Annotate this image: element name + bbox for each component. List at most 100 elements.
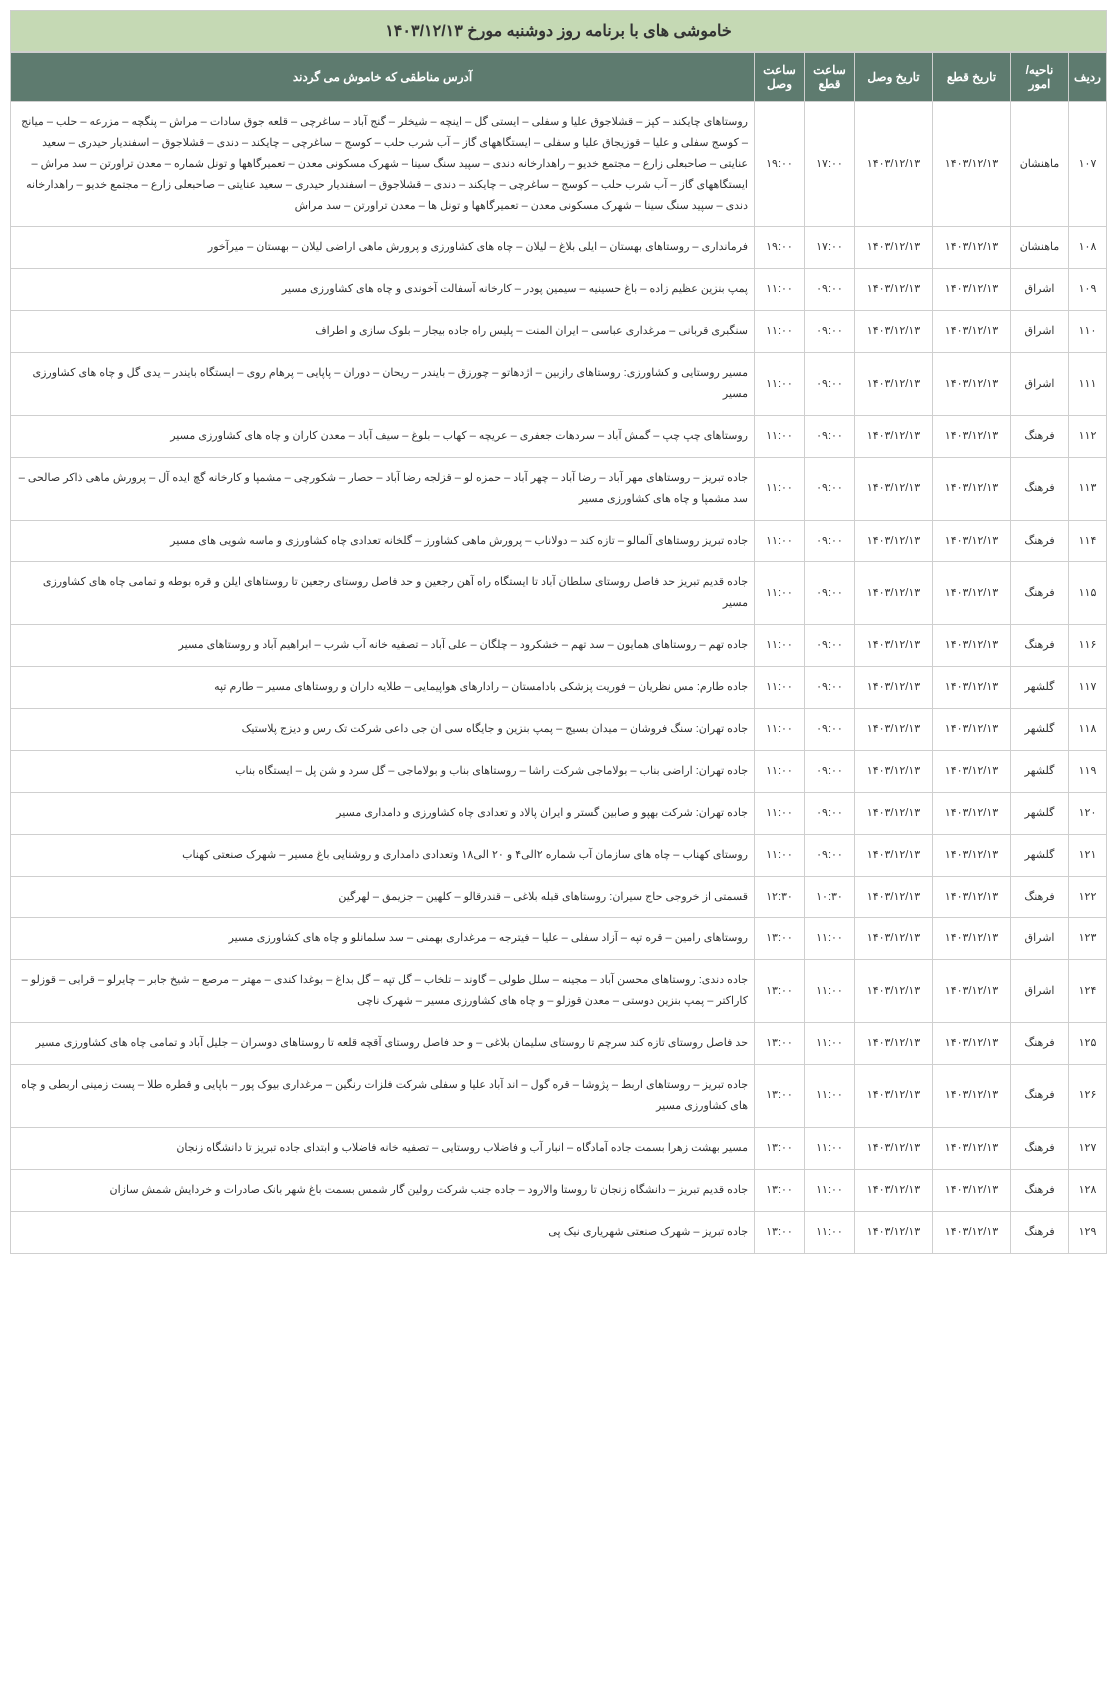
cell-address: سنگبری قربانی – مرغداری عباسی – ایران ال…	[11, 311, 755, 353]
cell-row: ۱۱۹	[1069, 750, 1107, 792]
table-row: ۱۲۸فرهنگ۱۴۰۳/۱۲/۱۳۱۴۰۳/۱۲/۱۳۱۱:۰۰۱۳:۰۰جا…	[11, 1169, 1107, 1211]
cell-conn-time: ۱۱:۰۰	[755, 269, 805, 311]
cell-region: فرهنگ	[1011, 1023, 1069, 1065]
cell-cut-time: ۰۹:۰۰	[805, 709, 855, 751]
cell-address: مسیر بهشت زهرا بسمت جاده آمادگاه – انبار…	[11, 1127, 755, 1169]
cell-region: گلشهر	[1011, 667, 1069, 709]
table-row: ۱۱۵فرهنگ۱۴۰۳/۱۲/۱۳۱۴۰۳/۱۲/۱۳۰۹:۰۰۱۱:۰۰جا…	[11, 562, 1107, 625]
cell-address: قسمتی از خروجی حاج سیران: روستاهای قبله …	[11, 876, 755, 918]
table-row: ۱۲۳اشراق۱۴۰۳/۱۲/۱۳۱۴۰۳/۱۲/۱۳۱۱:۰۰۱۳:۰۰رو…	[11, 918, 1107, 960]
cell-cut-time: ۰۹:۰۰	[805, 520, 855, 562]
col-conn-date: تاریخ وصل	[855, 53, 933, 102]
table-row: ۱۱۱اشراق۱۴۰۳/۱۲/۱۳۱۴۰۳/۱۲/۱۳۰۹:۰۰۱۱:۰۰مس…	[11, 353, 1107, 416]
cell-row: ۱۱۱	[1069, 353, 1107, 416]
cell-row: ۱۰۷	[1069, 102, 1107, 227]
cell-region: فرهنگ	[1011, 1127, 1069, 1169]
cell-conn-time: ۱۱:۰۰	[755, 792, 805, 834]
cell-conn-time: ۱۹:۰۰	[755, 227, 805, 269]
cell-region: گلشهر	[1011, 709, 1069, 751]
cell-cut-date: ۱۴۰۳/۱۲/۱۳	[933, 709, 1011, 751]
cell-conn-time: ۱۳:۰۰	[755, 960, 805, 1023]
cell-region: ماهنشان	[1011, 102, 1069, 227]
cell-cut-time: ۰۹:۰۰	[805, 457, 855, 520]
cell-cut-time: ۰۹:۰۰	[805, 625, 855, 667]
cell-row: ۱۱۶	[1069, 625, 1107, 667]
cell-row: ۱۰۹	[1069, 269, 1107, 311]
cell-cut-time: ۱۷:۰۰	[805, 102, 855, 227]
cell-cut-time: ۱۱:۰۰	[805, 1169, 855, 1211]
cell-conn-time: ۱۱:۰۰	[755, 353, 805, 416]
cell-conn-time: ۱۳:۰۰	[755, 1211, 805, 1253]
cell-row: ۱۲۴	[1069, 960, 1107, 1023]
cell-cut-time: ۱۰:۳۰	[805, 876, 855, 918]
cell-address: جاده تهران: سنگ فروشان – میدان بسیج – پم…	[11, 709, 755, 751]
cell-conn-time: ۱۱:۰۰	[755, 709, 805, 751]
cell-cut-date: ۱۴۰۳/۱۲/۱۳	[933, 269, 1011, 311]
table-row: ۱۲۵فرهنگ۱۴۰۳/۱۲/۱۳۱۴۰۳/۱۲/۱۳۱۱:۰۰۱۳:۰۰حد…	[11, 1023, 1107, 1065]
table-row: ۱۱۳فرهنگ۱۴۰۳/۱۲/۱۳۱۴۰۳/۱۲/۱۳۰۹:۰۰۱۱:۰۰جا…	[11, 457, 1107, 520]
cell-cut-date: ۱۴۰۳/۱۲/۱۳	[933, 625, 1011, 667]
cell-cut-time: ۰۹:۰۰	[805, 667, 855, 709]
cell-row: ۱۱۴	[1069, 520, 1107, 562]
cell-conn-date: ۱۴۰۳/۱۲/۱۳	[855, 562, 933, 625]
cell-cut-time: ۰۹:۰۰	[805, 562, 855, 625]
cell-address: جاده تهم – روستاهای همایون – سد تهم – خش…	[11, 625, 755, 667]
table-row: ۱۱۲فرهنگ۱۴۰۳/۱۲/۱۳۱۴۰۳/۱۲/۱۳۰۹:۰۰۱۱:۰۰رو…	[11, 415, 1107, 457]
table-row: ۱۱۶فرهنگ۱۴۰۳/۱۲/۱۳۱۴۰۳/۱۲/۱۳۰۹:۰۰۱۱:۰۰جا…	[11, 625, 1107, 667]
cell-conn-time: ۱۱:۰۰	[755, 311, 805, 353]
cell-cut-date: ۱۴۰۳/۱۲/۱۳	[933, 918, 1011, 960]
table-row: ۱۱۸گلشهر۱۴۰۳/۱۲/۱۳۱۴۰۳/۱۲/۱۳۰۹:۰۰۱۱:۰۰جا…	[11, 709, 1107, 751]
cell-conn-date: ۱۴۰۳/۱۲/۱۳	[855, 1169, 933, 1211]
cell-region: گلشهر	[1011, 792, 1069, 834]
cell-address: روستاهای چپ چپ – گمش آباد – سردهات جعفری…	[11, 415, 755, 457]
cell-cut-time: ۱۷:۰۰	[805, 227, 855, 269]
cell-address: روستاهای چایکند – کپز – قشلاجوق علیا و س…	[11, 102, 755, 227]
cell-address: روستاهای رامین – قره تپه – آزاد سفلی – ع…	[11, 918, 755, 960]
cell-conn-date: ۱۴۰۳/۱۲/۱۳	[855, 750, 933, 792]
table-row: ۱۱۰اشراق۱۴۰۳/۱۲/۱۳۱۴۰۳/۱۲/۱۳۰۹:۰۰۱۱:۰۰سن…	[11, 311, 1107, 353]
cell-cut-date: ۱۴۰۳/۱۲/۱۳	[933, 353, 1011, 416]
cell-cut-date: ۱۴۰۳/۱۲/۱۳	[933, 1127, 1011, 1169]
cell-address: مسیر روستایی و کشاورزی: روستاهای رازبین …	[11, 353, 755, 416]
cell-conn-date: ۱۴۰۳/۱۲/۱۳	[855, 353, 933, 416]
cell-cut-time: ۰۹:۰۰	[805, 353, 855, 416]
cell-cut-time: ۱۱:۰۰	[805, 918, 855, 960]
cell-region: ماهنشان	[1011, 227, 1069, 269]
cell-conn-date: ۱۴۰۳/۱۲/۱۳	[855, 269, 933, 311]
cell-cut-date: ۱۴۰۳/۱۲/۱۳	[933, 562, 1011, 625]
cell-conn-date: ۱۴۰۳/۱۲/۱۳	[855, 625, 933, 667]
table-row: ۱۱۴فرهنگ۱۴۰۳/۱۲/۱۳۱۴۰۳/۱۲/۱۳۰۹:۰۰۱۱:۰۰جا…	[11, 520, 1107, 562]
cell-region: فرهنگ	[1011, 1169, 1069, 1211]
cell-cut-time: ۱۱:۰۰	[805, 1211, 855, 1253]
table-row: ۱۰۸ماهنشان۱۴۰۳/۱۲/۱۳۱۴۰۳/۱۲/۱۳۱۷:۰۰۱۹:۰۰…	[11, 227, 1107, 269]
cell-row: ۱۲۷	[1069, 1127, 1107, 1169]
cell-region: فرهنگ	[1011, 520, 1069, 562]
cell-conn-date: ۱۴۰۳/۱۲/۱۳	[855, 834, 933, 876]
cell-conn-time: ۱۹:۰۰	[755, 102, 805, 227]
cell-cut-date: ۱۴۰۳/۱۲/۱۳	[933, 102, 1011, 227]
cell-conn-date: ۱۴۰۳/۱۲/۱۳	[855, 457, 933, 520]
cell-cut-date: ۱۴۰۳/۱۲/۱۳	[933, 1211, 1011, 1253]
cell-region: فرهنگ	[1011, 1211, 1069, 1253]
cell-conn-time: ۱۳:۰۰	[755, 918, 805, 960]
cell-row: ۱۲۸	[1069, 1169, 1107, 1211]
cell-address: جاده تبریز روستاهای آلمالو – تازه کند – …	[11, 520, 755, 562]
cell-cut-date: ۱۴۰۳/۱۲/۱۳	[933, 876, 1011, 918]
col-row: ردیف	[1069, 53, 1107, 102]
outage-table: ردیف ناحیه/امور تاریخ قطع تاریخ وصل ساعت…	[10, 52, 1107, 1254]
cell-conn-time: ۱۳:۰۰	[755, 1127, 805, 1169]
cell-cut-date: ۱۴۰۳/۱۲/۱۳	[933, 834, 1011, 876]
cell-cut-time: ۰۹:۰۰	[805, 415, 855, 457]
cell-cut-date: ۱۴۰۳/۱۲/۱۳	[933, 457, 1011, 520]
cell-address: پمپ بنزین عظیم زاده – باغ حسینیه – سیمین…	[11, 269, 755, 311]
cell-cut-time: ۰۹:۰۰	[805, 269, 855, 311]
cell-conn-date: ۱۴۰۳/۱۲/۱۳	[855, 1127, 933, 1169]
table-row: ۱۲۷فرهنگ۱۴۰۳/۱۲/۱۳۱۴۰۳/۱۲/۱۳۱۱:۰۰۱۳:۰۰مس…	[11, 1127, 1107, 1169]
cell-cut-date: ۱۴۰۳/۱۲/۱۳	[933, 667, 1011, 709]
table-row: ۱۲۶فرهنگ۱۴۰۳/۱۲/۱۳۱۴۰۳/۱۲/۱۳۱۱:۰۰۱۳:۰۰جا…	[11, 1065, 1107, 1128]
cell-conn-date: ۱۴۰۳/۱۲/۱۳	[855, 667, 933, 709]
table-row: ۱۰۷ماهنشان۱۴۰۳/۱۲/۱۳۱۴۰۳/۱۲/۱۳۱۷:۰۰۱۹:۰۰…	[11, 102, 1107, 227]
cell-region: گلشهر	[1011, 834, 1069, 876]
cell-row: ۱۰۸	[1069, 227, 1107, 269]
cell-region: فرهنگ	[1011, 625, 1069, 667]
